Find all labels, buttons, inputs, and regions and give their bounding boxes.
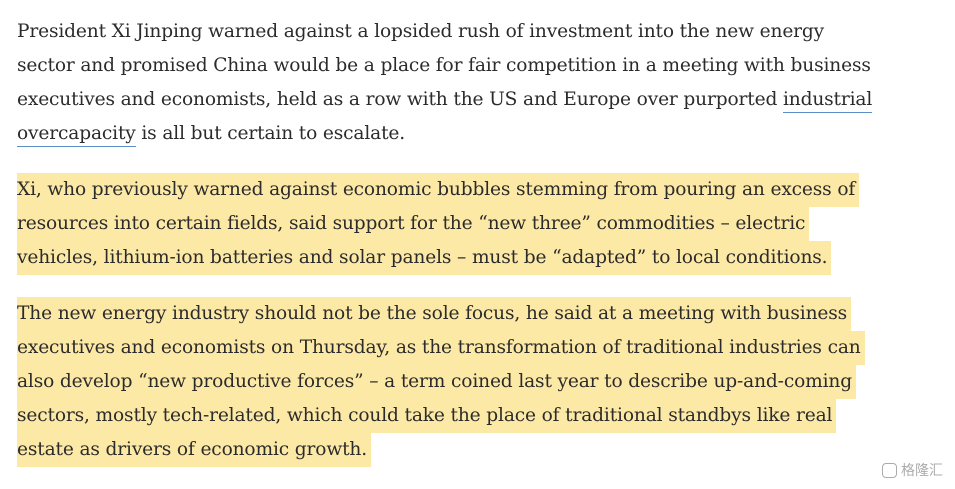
- watermark-text: 格隆汇: [901, 463, 943, 479]
- text-line: The new energy industry should not be th…: [17, 297, 947, 331]
- highlight: vehicles, lithium-ion batteries and sola…: [17, 241, 832, 275]
- text-line: vehicles, lithium-ion batteries and sola…: [17, 241, 947, 275]
- text: resources into certain fields, said supp…: [17, 213, 806, 234]
- article: President Xi Jinping warned against a lo…: [17, 15, 947, 489]
- text: vehicles, lithium-ion batteries and sola…: [17, 247, 828, 268]
- text-line: sectors, mostly tech-related, which coul…: [17, 399, 947, 433]
- text-line: President Xi Jinping warned against a lo…: [17, 15, 947, 49]
- highlight: Xi, who previously warned against econom…: [17, 173, 860, 207]
- watermark-logo: [882, 462, 897, 478]
- highlight: resources into certain fields, said supp…: [17, 207, 810, 241]
- text: executives and economists on Thursday, a…: [17, 337, 861, 358]
- text: The new energy industry should not be th…: [17, 303, 848, 324]
- text: President Xi Jinping warned against a lo…: [17, 21, 825, 42]
- text-line: also develop “new productive forces” – a…: [17, 365, 947, 399]
- highlight: sectors, mostly tech-related, which coul…: [17, 399, 837, 433]
- text: estate as drivers of economic growth.: [17, 439, 367, 460]
- text: executives and economists, held as a row…: [17, 89, 783, 110]
- text: sector and promised China would be a pla…: [17, 55, 871, 76]
- paragraph: Xi, who previously warned against econom…: [17, 173, 947, 275]
- link[interactable]: industrial: [782, 88, 872, 113]
- text: Xi, who previously warned against econom…: [17, 179, 856, 200]
- text-line: resources into certain fields, said supp…: [17, 207, 947, 241]
- text-line: executives and economists, held as a row…: [17, 83, 947, 117]
- text-line: Xi, who previously warned against econom…: [17, 173, 947, 207]
- text: sectors, mostly tech-related, which coul…: [17, 405, 833, 426]
- link[interactable]: overcapacity: [17, 122, 136, 147]
- highlight: The new energy industry should not be th…: [17, 297, 852, 331]
- paragraph: The new energy industry should not be th…: [17, 297, 947, 467]
- paragraph: President Xi Jinping warned against a lo…: [17, 15, 947, 151]
- text: also develop “new productive forces” – a…: [17, 371, 852, 392]
- highlight: also develop “new productive forces” – a…: [17, 365, 856, 399]
- text-line: overcapacity is all but certain to escal…: [17, 117, 947, 151]
- text-line: estate as drivers of economic growth.: [17, 433, 947, 467]
- text: is all but certain to escalate.: [135, 123, 406, 144]
- text-line: sector and promised China would be a pla…: [17, 49, 947, 83]
- watermark: 格隆汇: [882, 460, 943, 480]
- highlight: estate as drivers of economic growth.: [17, 433, 371, 467]
- text-line: executives and economists on Thursday, a…: [17, 331, 947, 365]
- highlight: executives and economists on Thursday, a…: [17, 331, 865, 365]
